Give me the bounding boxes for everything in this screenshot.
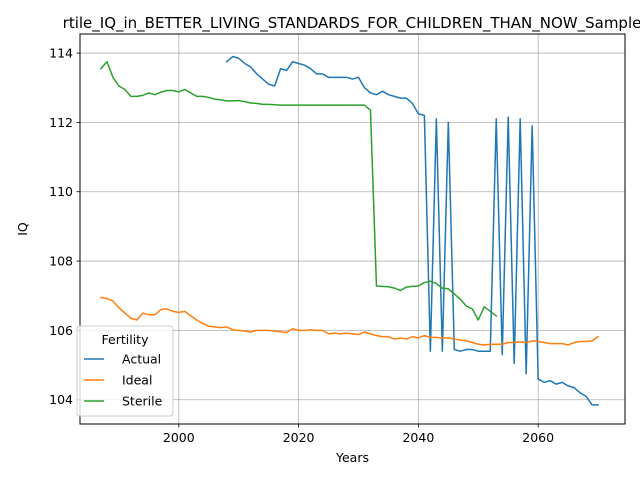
legend: Fertility Actual Ideal Sterile (76, 325, 174, 417)
y-axis: 104 106 108 110 112 114 (49, 46, 80, 407)
x-tick-label: 2020 (283, 430, 315, 445)
y-tick-label: 104 (49, 392, 73, 407)
x-tick-label: 2060 (522, 430, 554, 445)
legend-title: Fertility (102, 332, 150, 347)
series-line-actual (225, 55, 599, 406)
y-tick-label: 112 (49, 115, 73, 130)
series-group (99, 55, 600, 406)
x-axis: 2000 2020 2040 2060 (163, 424, 554, 445)
legend-label-actual: Actual (122, 352, 161, 367)
series-line-ideal (100, 296, 600, 346)
y-tick-label: 110 (49, 184, 73, 199)
series-line-sterile (99, 60, 498, 321)
plot-frame (79, 33, 626, 425)
y-axis-label: IQ (15, 222, 30, 236)
chart-title: rtile_IQ_in_BETTER_LIVING_STANDARDS_FOR_… (63, 14, 640, 33)
x-tick-label: 2000 (163, 430, 195, 445)
y-tick-label: 114 (49, 46, 73, 61)
x-axis-label: Years (335, 450, 369, 465)
y-tick-label: 106 (49, 323, 73, 338)
legend-label-ideal: Ideal (122, 373, 152, 388)
x-tick-label: 2040 (402, 430, 434, 445)
legend-label-sterile: Sterile (122, 394, 163, 409)
legend-box (76, 325, 174, 417)
legend-items: Actual Ideal Sterile (84, 352, 163, 409)
y-tick-label: 108 (49, 254, 73, 269)
